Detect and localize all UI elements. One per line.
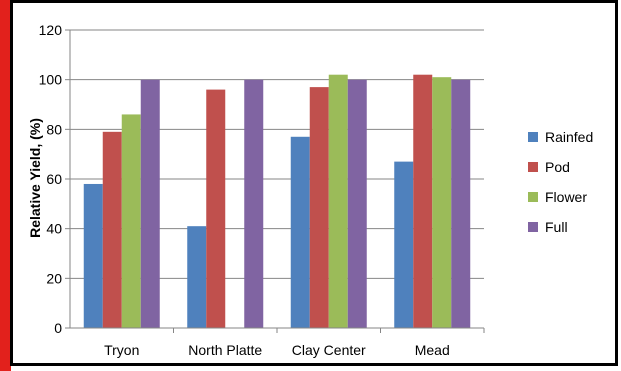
bar-full-north-platte (244, 79, 264, 329)
legend-label-full: Full (545, 219, 568, 235)
legend-swatch-flower (528, 192, 538, 202)
bar-pod-mead (413, 74, 433, 328)
y-tick-label: 60 (46, 171, 62, 187)
bar-full-mead (451, 79, 471, 329)
legend-swatch-rainfed (528, 132, 538, 142)
y-tick-label: 100 (39, 72, 63, 88)
bar-pod-tryon (102, 131, 122, 328)
bars (83, 74, 471, 329)
x-tick-label: Tryon (104, 342, 139, 358)
bar-full-clay-center (347, 79, 367, 329)
legend: Rainfed Pod Flower Full (528, 129, 593, 235)
x-tick-label: Mead (415, 342, 450, 358)
bar-pod-north-platte (206, 89, 226, 328)
y-tick-label: 120 (39, 22, 63, 38)
bar-rainfed-clay-center (290, 136, 310, 328)
x-tick-labels: Tryon North Platte Clay Center Mead (104, 342, 450, 358)
y-tick-label: 80 (46, 121, 62, 137)
legend-label-rainfed: Rainfed (545, 129, 593, 145)
y-tick-label: 40 (46, 221, 62, 237)
bar-flower-clay-center (328, 74, 348, 328)
bar-pod-clay-center (309, 87, 329, 328)
y-axis-title: Relative Yield, (%) (27, 118, 43, 238)
legend-label-flower: Flower (545, 189, 587, 205)
y-tick-labels: 0 20 40 60 80 100 120 (39, 22, 63, 336)
y-tick-label: 20 (46, 270, 62, 286)
left-accent-bar (0, 0, 11, 371)
legend-label-pod: Pod (545, 159, 570, 175)
legend-swatch-full (528, 222, 538, 232)
x-tick-label: North Platte (188, 342, 262, 358)
bar-full-tryon (140, 79, 160, 329)
legend-swatch-pod (528, 162, 538, 172)
bar-flower-mead (432, 77, 452, 328)
bar-rainfed-tryon (83, 183, 103, 328)
x-tick-label: Clay Center (292, 342, 366, 358)
bar-flower-tryon (121, 114, 141, 328)
bar-rainfed-mead (394, 161, 414, 328)
axes (65, 29, 485, 333)
y-tick-label: 0 (54, 320, 62, 336)
bar-rainfed-north-platte (187, 226, 207, 328)
